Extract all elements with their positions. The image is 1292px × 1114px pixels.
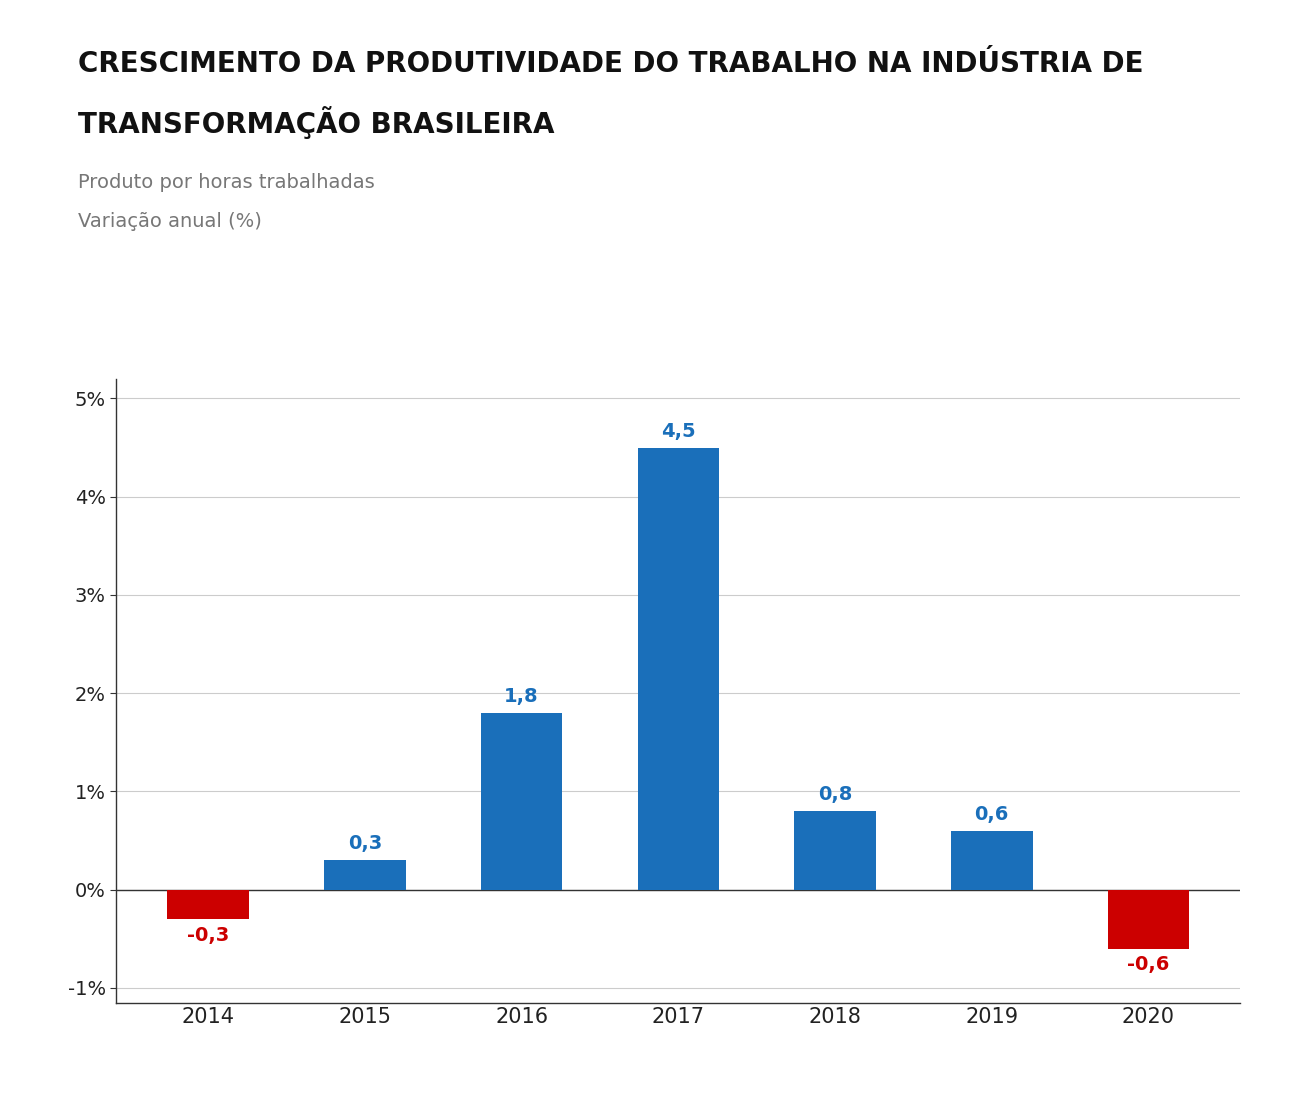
Text: -0,6: -0,6 bbox=[1128, 956, 1169, 975]
Text: Variação anual (%): Variação anual (%) bbox=[78, 212, 261, 231]
Bar bbox=[1107, 890, 1189, 948]
Text: CRESCIMENTO DA PRODUTIVIDADE DO TRABALHO NA INDÚSTRIA DE: CRESCIMENTO DA PRODUTIVIDADE DO TRABALHO… bbox=[78, 50, 1143, 78]
Text: 0,6: 0,6 bbox=[974, 804, 1009, 823]
Text: 4,5: 4,5 bbox=[662, 422, 695, 441]
Bar bbox=[168, 890, 249, 919]
Bar bbox=[951, 831, 1032, 890]
Bar bbox=[481, 713, 562, 890]
Text: Produto por horas trabalhadas: Produto por horas trabalhadas bbox=[78, 173, 375, 192]
Text: 1,8: 1,8 bbox=[504, 687, 539, 706]
Text: -0,3: -0,3 bbox=[187, 926, 229, 945]
Bar bbox=[324, 860, 406, 890]
Text: 0,3: 0,3 bbox=[348, 834, 382, 853]
Text: 0,8: 0,8 bbox=[818, 785, 853, 804]
Bar bbox=[637, 448, 720, 890]
Text: TRANSFORMAÇÃO BRASILEIRA: TRANSFORMAÇÃO BRASILEIRA bbox=[78, 106, 554, 139]
Bar bbox=[795, 811, 876, 890]
